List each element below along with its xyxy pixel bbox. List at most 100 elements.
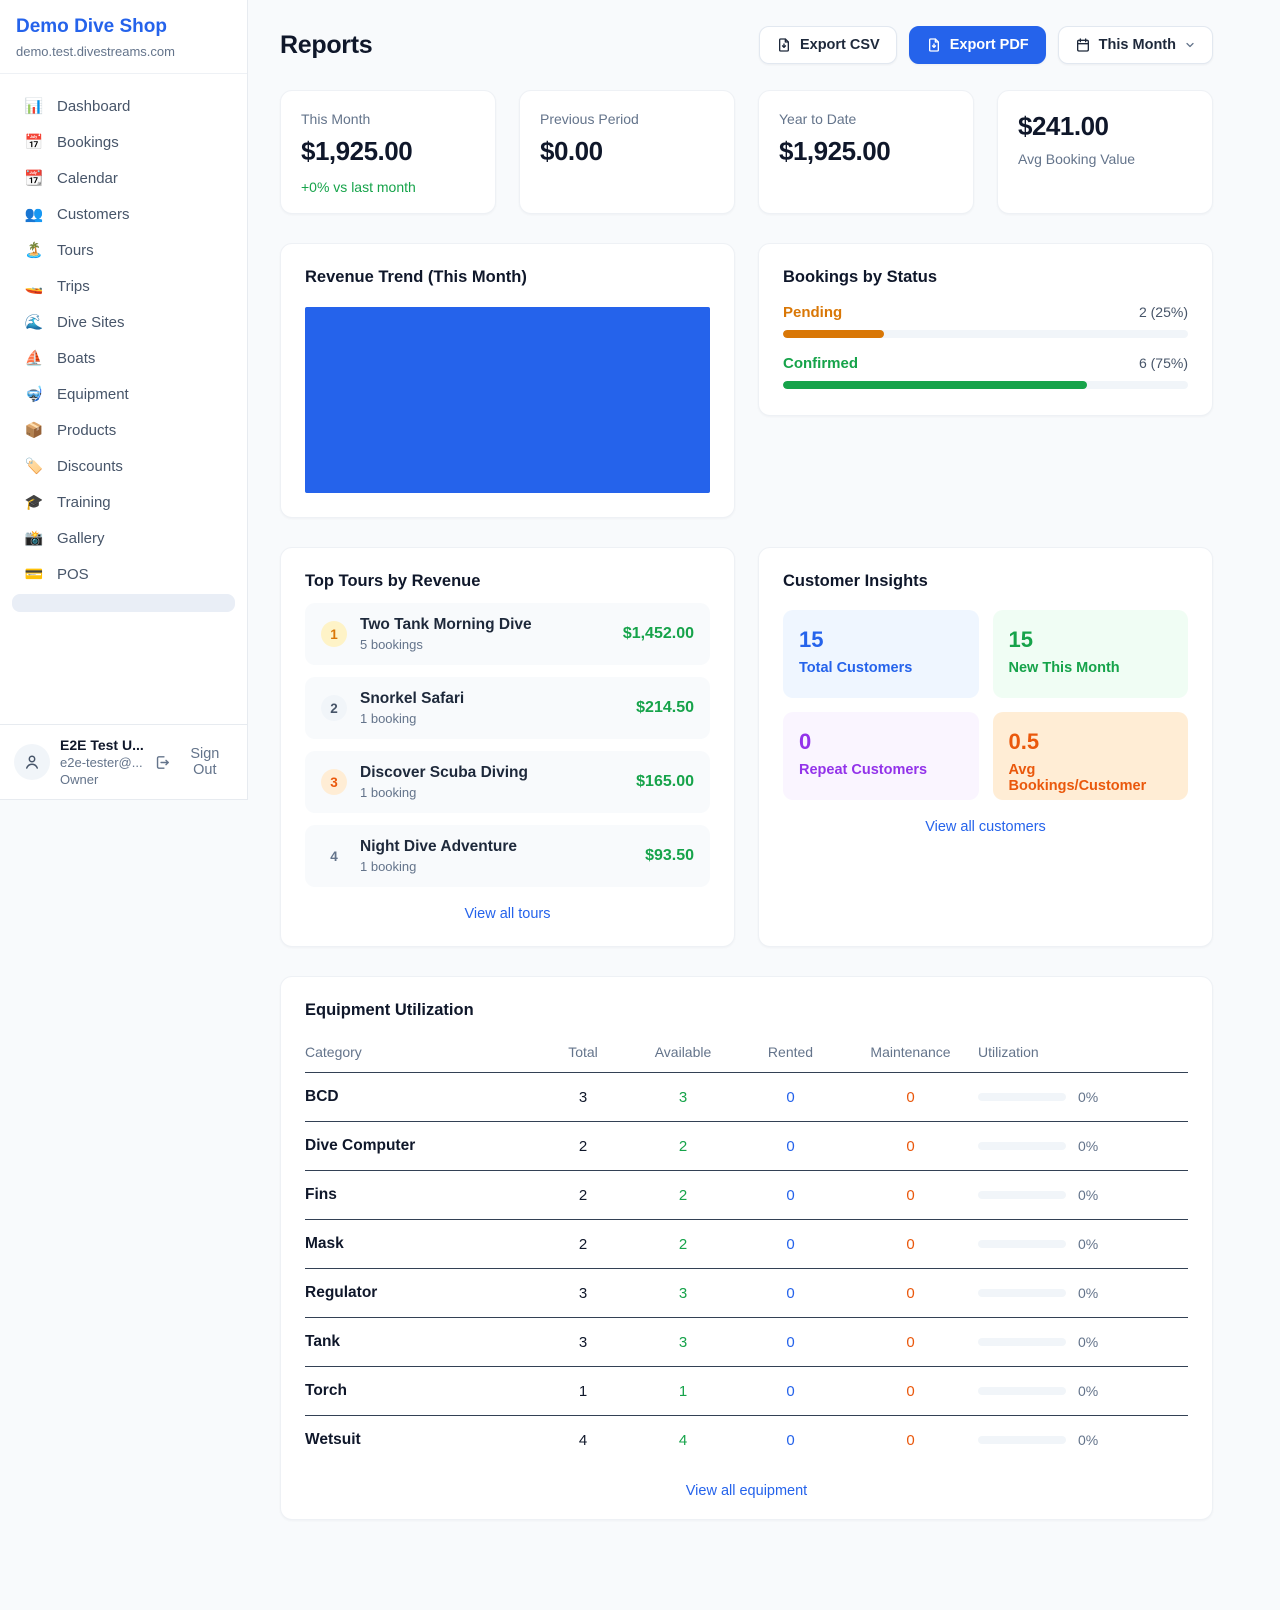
- sidebar-item-label: Gallery: [57, 529, 105, 547]
- stat-value: $241.00: [1018, 111, 1109, 141]
- sidebar-nav: 📊 Dashboard 📅 Bookings 📆 Calendar 👥 Customer…: [0, 74, 247, 724]
- tag-icon: 🏷️: [24, 458, 44, 475]
- cell-available: 1: [628, 1366, 738, 1416]
- rank-badge: 4: [330, 848, 338, 864]
- view-all-customers-link[interactable]: View all customers: [925, 819, 1046, 835]
- export-csv-button[interactable]: Export CSV: [758, 26, 897, 64]
- list-item: 3 Discover Scuba Diving 1 booking $165.00: [305, 751, 710, 813]
- sailboat-icon: ⛵: [24, 350, 44, 367]
- status-label: Pending: [783, 304, 843, 321]
- view-all-equipment-link[interactable]: View all equipment: [685, 1483, 808, 1499]
- credit-card-icon: 💳: [24, 566, 44, 583]
- top-tours-title: Top Tours by Revenue: [305, 572, 481, 590]
- sidebar-item-label: Dashboard: [57, 97, 131, 115]
- stat-value: $1,925.00: [301, 136, 413, 166]
- tour-bookings: 1 booking: [360, 711, 417, 726]
- cell-available: 2: [628, 1121, 738, 1171]
- tear-off-calendar-icon: 📆: [24, 170, 44, 187]
- sidebar-item-active-partial[interactable]: [12, 594, 235, 612]
- sidebar-item-boats[interactable]: ⛵ Boats: [12, 340, 235, 376]
- tile-repeat-customers: 0 Repeat Customers: [783, 712, 979, 800]
- cell-rented: 0: [786, 1431, 795, 1449]
- cell-maintenance: 0: [843, 1170, 978, 1220]
- view-all-tours-link[interactable]: View all tours: [464, 906, 551, 922]
- sidebar-item-customers[interactable]: 👥 Customers: [12, 196, 235, 232]
- insights-row: Top Tours by Revenue 1 Two Tank Morning …: [280, 547, 1213, 947]
- tour-bookings: 1 booking: [360, 785, 417, 800]
- sidebar-item-label: Dive Sites: [57, 313, 125, 331]
- stat-value: $0.00: [540, 136, 603, 166]
- cell-rented: 0: [738, 1121, 843, 1171]
- sidebar-item-bookings[interactable]: 📅 Bookings: [12, 124, 235, 160]
- table-row: Torch 1 1 0 0 0%: [305, 1366, 1188, 1416]
- revenue-trend-title: Revenue Trend (This Month): [305, 268, 527, 286]
- user-panel: E2E Test U... e2e-tester@... Owner Sign …: [0, 724, 247, 799]
- tour-revenue: $93.50: [645, 847, 694, 864]
- sign-out-icon: [156, 755, 169, 769]
- sidebar-item-products[interactable]: 📦 Products: [12, 412, 235, 448]
- cell-available: 2: [628, 1170, 738, 1220]
- utilization-bar: [978, 1338, 1066, 1346]
- sign-out-button[interactable]: Sign Out: [154, 746, 233, 778]
- equipment-utilization-card: Equipment Utilization Category Total Ava…: [280, 976, 1213, 1520]
- page-title: Reports: [280, 30, 373, 59]
- export-pdf-button[interactable]: Export PDF: [908, 26, 1046, 64]
- sidebar-item-gallery[interactable]: 📸 Gallery: [12, 520, 235, 556]
- utilization-percent: 0%: [1078, 1236, 1099, 1252]
- sidebar-item-dashboard[interactable]: 📊 Dashboard: [12, 88, 235, 124]
- cell-total: 2: [538, 1121, 628, 1171]
- sidebar-item-calendar[interactable]: 📆 Calendar: [12, 160, 235, 196]
- status-row-confirmed: Confirmed 6 (75%): [783, 355, 1188, 389]
- sidebar-item-pos[interactable]: 💳 POS: [12, 556, 235, 592]
- status-row-pending: Pending 2 (25%): [783, 304, 1188, 338]
- top-tours-card: Top Tours by Revenue 1 Two Tank Morning …: [280, 547, 735, 947]
- sidebar-item-discounts[interactable]: 🏷️ Discounts: [12, 448, 235, 484]
- sidebar-item-tours[interactable]: 🏝️ Tours: [12, 232, 235, 268]
- camera-icon: 📸: [24, 530, 44, 547]
- utilization-percent: 0%: [1078, 1432, 1099, 1448]
- cell-available: 3: [628, 1072, 738, 1122]
- cell-category: BCD: [305, 1072, 538, 1122]
- tile-new-this-month: 15 New This Month: [992, 610, 1188, 698]
- graduation-cap-icon: 🎓: [24, 494, 44, 511]
- status-progress-fill: [783, 381, 1087, 389]
- period-label: This Month: [1098, 37, 1176, 53]
- shop-name: Demo Dive Shop: [16, 16, 167, 37]
- sidebar-item-dive-sites[interactable]: 🌊 Dive Sites: [12, 304, 235, 340]
- chevron-down-icon: [1186, 42, 1194, 48]
- table-row: Regulator 3 3 0 0 0%: [305, 1268, 1188, 1318]
- revenue-trend-card: Revenue Trend (This Month): [280, 243, 735, 518]
- sidebar-item-trips[interactable]: 🚤 Trips: [12, 268, 235, 304]
- utilization-percent: 0%: [1078, 1383, 1099, 1399]
- stat-card-this-month: This Month $1,925.00 +0% vs last month: [280, 90, 496, 214]
- sidebar-item-label: Boats: [57, 349, 96, 367]
- cell-rented: 0: [738, 1072, 843, 1122]
- calendar-icon: 📅: [24, 134, 44, 151]
- list-item: 2 Snorkel Safari 1 booking $214.50: [305, 677, 710, 739]
- cell-available: 2: [628, 1219, 738, 1269]
- tile-label: Total Customers: [799, 660, 913, 676]
- period-dropdown[interactable]: This Month: [1057, 26, 1213, 64]
- list-item: 4 Night Dive Adventure 1 booking $93.50: [305, 825, 710, 887]
- export-csv-label: Export CSV: [799, 37, 880, 53]
- equipment-table: Category Total Available Rented Maintena…: [305, 1034, 1188, 1464]
- status-count: 6 (75%): [1138, 355, 1188, 371]
- cell-total: 4: [578, 1431, 588, 1449]
- cell-total: 3: [538, 1268, 628, 1318]
- col-maintenance: Maintenance: [843, 1034, 978, 1073]
- status-progress-fill: [783, 330, 885, 338]
- cell-maintenance: 0: [843, 1317, 978, 1367]
- insight-tiles: 15 Total Customers 15 New This Month 0 R…: [783, 610, 1188, 800]
- stat-label: Previous Period: [540, 111, 639, 127]
- bookings-by-status-title: Bookings by Status: [783, 268, 938, 286]
- sidebar-item-label: Training: [57, 493, 111, 511]
- cell-category: Regulator: [305, 1268, 538, 1318]
- cell-total: 3: [538, 1072, 628, 1122]
- sidebar-item-label: Trips: [57, 277, 90, 295]
- tile-label: Repeat Customers: [799, 762, 928, 778]
- sidebar-item-equipment[interactable]: 🤿 Equipment: [12, 376, 235, 412]
- cell-total: 2: [538, 1170, 628, 1220]
- sidebar-item-training[interactable]: 🎓 Training: [12, 484, 235, 520]
- tile-value: 0.5: [1008, 729, 1040, 754]
- stat-card-avg-booking-value: $241.00 Avg Booking Value: [997, 90, 1213, 214]
